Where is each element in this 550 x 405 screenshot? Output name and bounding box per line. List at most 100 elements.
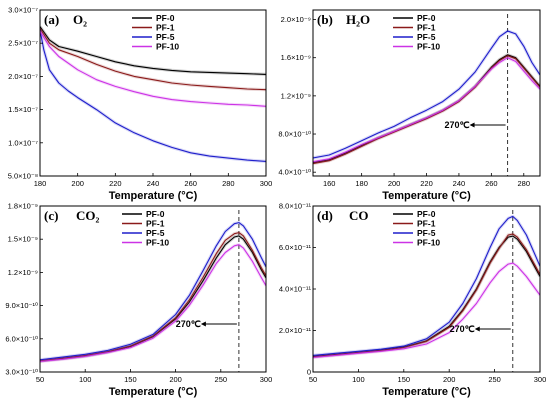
x-tick-label: 50 — [309, 375, 317, 384]
legend: PF-0PF-1PF-5PF-10 — [393, 13, 440, 52]
series-line-pf-1 — [40, 232, 266, 362]
x-tick-label: 200 — [169, 375, 182, 384]
y-tick-label: 6.0×10⁻¹¹ — [279, 243, 312, 252]
y-tick-label: 4.0×10⁻¹⁰ — [278, 168, 311, 177]
x-tick-label: 100 — [79, 375, 92, 384]
series-line-pf-1 — [313, 233, 540, 358]
series-line-pf-5 — [313, 30, 540, 159]
x-axis-label: Temperature (°C) — [109, 190, 198, 202]
x-tick-label: 180 — [34, 179, 47, 188]
panel-label: (b) — [317, 12, 333, 27]
legend-label-pf-10: PF-10 — [146, 238, 169, 248]
legend: PF-0PF-1PF-5PF-10 — [132, 13, 179, 52]
series-group — [313, 29, 540, 166]
x-axis-label: Temperature (°C) — [382, 386, 471, 398]
x-tick-label: 220 — [109, 179, 122, 188]
x-tick-label: 50 — [36, 375, 44, 384]
legend-label-pf-5: PF-5 — [417, 32, 436, 42]
y-tick-label: 2.0×10⁻⁹ — [281, 15, 311, 24]
x-axis-label: Temperature (°C) — [382, 190, 471, 202]
y-tick-label: 6.0×10⁻¹⁰ — [5, 334, 38, 343]
y-tick-label: 4.0×10⁻¹¹ — [279, 285, 312, 294]
panel-label: (d) — [317, 208, 333, 223]
x-tick-label: 100 — [352, 375, 365, 384]
series-line-pf-0 — [40, 26, 266, 75]
x-tick-label: 180 — [355, 179, 368, 188]
y-tick-label: 0 — [307, 368, 311, 377]
y-tick-label: 1.2×10⁻⁹ — [8, 268, 38, 277]
x-tick-label: 260 — [485, 179, 498, 188]
y-tick-label: 9.0×10⁻¹⁰ — [5, 301, 38, 310]
panel-title: CO — [349, 208, 369, 223]
x-tick-label: 200 — [71, 179, 84, 188]
annotation-label: 270℃ — [444, 120, 469, 130]
legend-label-pf-0: PF-0 — [417, 13, 436, 23]
series-band-pf-10 — [40, 243, 266, 364]
series-line-pf-10 — [313, 262, 540, 359]
x-tick-label: 300 — [260, 375, 273, 384]
series-band-pf-1 — [40, 231, 266, 363]
series-line-pf-0 — [40, 235, 266, 362]
y-tick-label: 2.0×10⁻⁷ — [8, 72, 38, 81]
legend-label-pf-0: PF-0 — [156, 13, 175, 23]
y-tick-label: 1.6×10⁻⁹ — [281, 53, 311, 62]
panel-title: CO₂ — [76, 208, 100, 223]
x-tick-label: 260 — [184, 179, 197, 188]
y-tick-label: 2.0×10⁻¹¹ — [279, 326, 312, 335]
series-line-pf-1 — [40, 28, 266, 91]
legend-label-pf-10: PF-10 — [417, 238, 440, 248]
series-line-pf-5 — [40, 222, 266, 361]
annotation-arrow-head — [469, 122, 475, 128]
annotation-arrow-head — [474, 326, 480, 332]
legend-label-pf-5: PF-5 — [417, 228, 436, 238]
x-tick-label: 150 — [398, 375, 411, 384]
y-tick-label: 1.0×10⁻⁷ — [8, 138, 38, 147]
chart-panel-b: 160 180 200 220 240 260 280 4.0×10⁻¹⁰ 8.0×10⁻¹⁰ 1… — [278, 9, 541, 202]
x-tick-label: 250 — [215, 375, 228, 384]
annotation-arrow-head — [200, 321, 206, 327]
legend-label-pf-1: PF-1 — [417, 23, 436, 33]
series-line-pf-5 — [40, 29, 266, 162]
x-tick-label: 240 — [147, 179, 160, 188]
plot-frame — [39, 205, 267, 373]
x-axis-label: Temperature (°C) — [109, 386, 198, 398]
series-group — [40, 221, 266, 364]
series-band-pf-1 — [40, 27, 266, 92]
series-line-pf-5 — [313, 215, 540, 356]
y-tick-label: 1.2×10⁻⁹ — [281, 91, 311, 100]
annotation-label: 270℃ — [450, 324, 475, 334]
series-band-pf-10 — [313, 261, 540, 360]
chart-panel-c: 50 100 150 200 250 300 3.0×10⁻¹⁰ 6.0×10⁻¹⁰ 9.0×1… — [5, 202, 272, 399]
x-tick-label: 150 — [124, 375, 137, 384]
panel-title: H₂O — [346, 12, 370, 27]
y-tick-label: 8.0×10⁻¹¹ — [279, 202, 312, 211]
x-tick-label: 160 — [323, 179, 336, 188]
legend-label-pf-0: PF-0 — [146, 209, 165, 219]
series-line-pf-10 — [40, 30, 266, 107]
series-line-pf-10 — [313, 57, 540, 163]
annotation-label: 270℃ — [176, 319, 201, 329]
panel-label: (c) — [44, 208, 58, 223]
legend-label-pf-5: PF-5 — [156, 32, 175, 42]
x-tick-label: 300 — [534, 375, 547, 384]
y-tick-label: 5.0×10⁻⁸ — [8, 172, 38, 181]
series-line-pf-1 — [313, 55, 540, 165]
legend-label-pf-10: PF-10 — [417, 42, 440, 52]
legend: PF-0PF-1PF-5PF-10 — [393, 209, 440, 248]
y-tick-label: 1.5×10⁻⁹ — [8, 235, 38, 244]
y-tick-label: 1.5×10⁻⁷ — [8, 105, 38, 114]
x-tick-label: 240 — [453, 179, 466, 188]
panel-label: (a) — [44, 12, 59, 27]
legend-label-pf-1: PF-1 — [146, 219, 165, 229]
panel-title: O₂ — [73, 12, 87, 27]
y-tick-label: 3.0×10⁻¹⁰ — [5, 368, 38, 377]
legend-label-pf-5: PF-5 — [146, 228, 165, 238]
y-tick-label: 2.5×10⁻⁷ — [8, 39, 38, 48]
series-group — [40, 25, 266, 163]
x-tick-label: 200 — [388, 179, 401, 188]
legend-label-pf-1: PF-1 — [156, 23, 175, 33]
x-tick-label: 250 — [488, 375, 501, 384]
series-band-pf-0 — [40, 234, 266, 363]
legend-label-pf-1: PF-1 — [417, 219, 436, 229]
